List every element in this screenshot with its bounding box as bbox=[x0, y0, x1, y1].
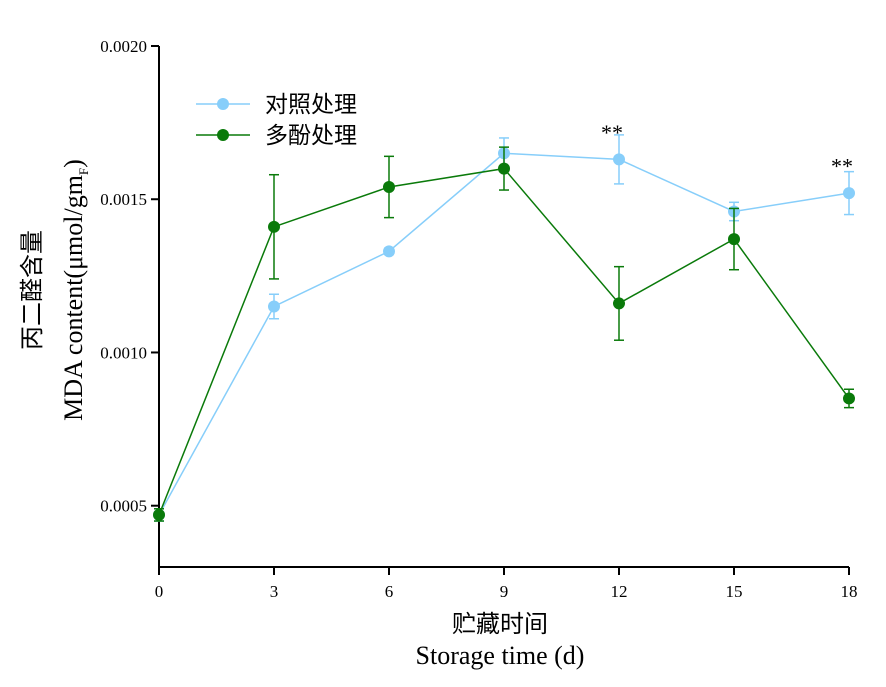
x-tick-label: 9 bbox=[500, 582, 509, 601]
x-tick-label: 6 bbox=[385, 582, 394, 601]
y-tick-label: 0.0015 bbox=[100, 190, 147, 209]
x-axis-title-cn: 贮藏时间 bbox=[452, 610, 548, 638]
legend-marker-polyphenol bbox=[217, 129, 229, 141]
legend-marker-control bbox=[217, 98, 229, 110]
series-line bbox=[158, 152, 850, 516]
data-point bbox=[383, 245, 395, 258]
series-line bbox=[158, 167, 850, 516]
axes bbox=[158, 46, 849, 568]
legend-label-polyphenol: 多酚处理 bbox=[265, 123, 357, 149]
y-tick-label: 0.0010 bbox=[100, 343, 147, 362]
data-point bbox=[613, 297, 625, 310]
series-0 bbox=[153, 134, 855, 522]
x-tick-label: 18 bbox=[841, 582, 858, 601]
legend-item-polyphenol: 多酚处理 bbox=[196, 123, 357, 149]
data-point bbox=[268, 220, 280, 233]
x-tick-label: 15 bbox=[726, 582, 743, 601]
legend-label-control: 对照处理 bbox=[265, 92, 357, 118]
data-point bbox=[268, 300, 280, 313]
y-tick-label: 0.0005 bbox=[100, 497, 147, 516]
data-point bbox=[613, 153, 625, 166]
data-point bbox=[498, 162, 510, 175]
legend: 对照处理 多酚处理 bbox=[196, 92, 357, 149]
x-ticks: 0 3 6 9 12 15 18 bbox=[155, 567, 858, 601]
y-tick-label: 0.0020 bbox=[100, 37, 147, 56]
series-1 bbox=[153, 146, 855, 522]
y-axis-title: 丙二醛含量 MDA content(μmol/gmF) bbox=[18, 159, 91, 421]
x-axis-title-en: Storage time (d) bbox=[416, 641, 585, 670]
data-point bbox=[728, 233, 740, 246]
x-tick-label: 12 bbox=[611, 582, 628, 601]
data-point bbox=[153, 508, 165, 521]
significance-marker: ** bbox=[831, 154, 853, 179]
significance-marker: ** bbox=[601, 120, 623, 145]
x-tick-label: 0 bbox=[155, 582, 164, 601]
y-axis-title-cn: 丙二醛含量 bbox=[18, 230, 46, 350]
data-point bbox=[383, 180, 395, 193]
series-layer bbox=[153, 134, 855, 522]
legend-item-control: 对照处理 bbox=[196, 92, 357, 118]
data-point bbox=[843, 392, 855, 405]
x-tick-label: 3 bbox=[270, 582, 279, 601]
y-axis-title-en: MDA content(μmol/gmF) bbox=[59, 159, 91, 421]
annotations: ** ** bbox=[601, 120, 853, 179]
data-point bbox=[843, 187, 855, 200]
y-ticks: 0.0005 0.0010 0.0015 0.0020 bbox=[100, 37, 159, 516]
